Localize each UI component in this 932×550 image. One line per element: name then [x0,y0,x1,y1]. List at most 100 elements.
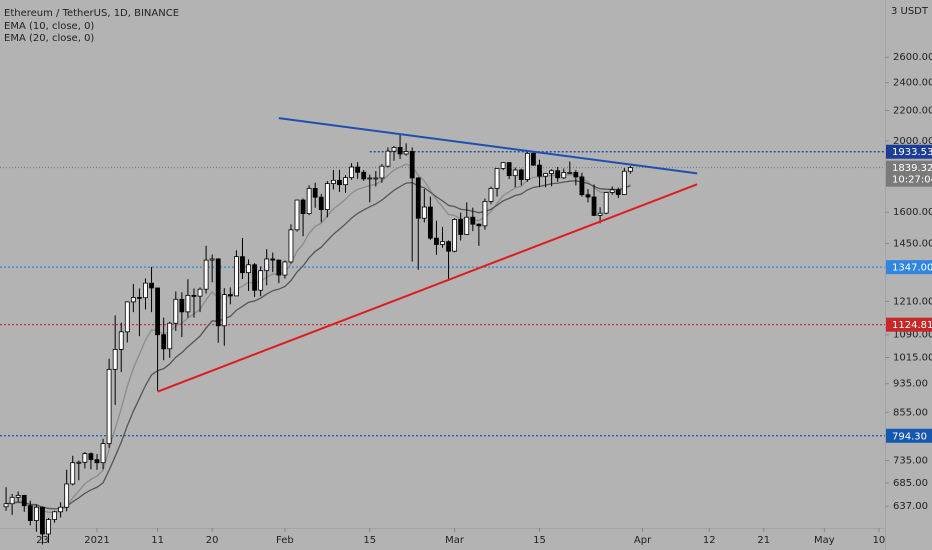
x-tick-label: 2021 [84,535,109,546]
price-label-box [886,428,932,443]
candle-body [197,288,203,297]
candle-body [112,349,118,370]
candle-body [367,177,373,180]
candle-body [306,187,312,214]
y-tick-label: 2200.00 [893,106,932,117]
candle-body [440,241,445,245]
candle-body [234,256,239,297]
candle-body [221,294,227,327]
candle-body [415,177,421,219]
countdown-label: 10:27:04 [892,175,932,186]
legend-entry: EMA (20, close, 0) [4,33,94,44]
candle-body [409,151,415,179]
candle-body [276,259,282,276]
candle-body [300,199,306,214]
candle-body [518,169,524,180]
price-label: 1347.00 [892,263,932,274]
candle-body [288,229,294,263]
candle-body [252,264,257,291]
candle-body [70,462,76,485]
candle-body [173,298,179,324]
candle-body [555,170,561,179]
legend-entry: EMA (10, close, 0) [4,21,94,32]
x-tick-label: 20 [206,535,219,546]
candle-body [579,176,585,196]
candle-body [482,200,488,227]
candle-body [373,177,379,180]
candle-body [149,282,154,289]
candle-body [609,189,615,193]
candle-body [427,206,433,239]
y-tick-label: 637.00 [893,501,928,512]
candle-body [337,179,342,186]
candle-body [191,294,197,297]
price-label: 1933.53 [892,147,932,158]
candle-body [397,146,403,155]
candle-body [15,494,21,498]
candle-body [282,261,288,276]
chart-title: Ethereum / TetherUS, 1D, BINANCE [4,8,179,19]
candle-body [524,152,530,180]
candle-body [597,212,603,216]
y-tick-label: 1600.00 [893,207,932,218]
price-label-box [886,260,932,275]
x-tick-label: 12 [703,535,716,546]
candle-body [567,172,573,174]
y-tick-label: 2400.00 [893,78,932,89]
trend-line [278,117,698,175]
candle-body [167,322,173,350]
ema-line [5,180,631,510]
candle-body [628,167,633,172]
candle-body [470,216,476,225]
x-tick-label: 21 [757,535,770,546]
candle-body [33,506,39,521]
candle-body [458,219,464,235]
y-tick-label: 1210.00 [893,296,932,307]
candle-body [100,443,106,464]
candle-body [27,505,33,521]
candle-body [591,196,597,216]
candle-body [76,461,82,464]
last-price-box [886,160,932,187]
candle-body [464,216,470,235]
candle-body [355,166,361,173]
candle-body [52,511,57,520]
candle-body [573,172,579,178]
candle-body [391,146,397,152]
candle-body [361,171,367,180]
y-tick-label: 1090.00 [893,330,932,341]
last-price-label: 1839.32 [892,163,932,174]
currency-label: 3 USDT [891,6,929,17]
candle-body [240,256,245,274]
price-label: 794.30 [892,431,927,442]
x-tick-label: Apr [634,535,652,546]
candle-body [294,199,300,231]
candle-body [452,219,458,252]
candle-body [209,258,215,261]
candle-body [246,264,251,274]
candle-body [46,519,51,535]
candle-body [561,172,567,179]
candle-body [343,177,348,186]
y-tick-label: 2000.00 [893,136,932,147]
candle-body [64,483,70,508]
candle-body [118,331,124,350]
candle-body [512,169,518,177]
candle-body [264,258,270,272]
candle-body [161,334,167,350]
candle-body [421,206,427,219]
candle-body [179,298,185,313]
candle-body [82,453,88,463]
candle-body [130,297,136,303]
ema-line [5,163,631,513]
candle-body [155,287,161,336]
candle-body [312,187,318,198]
candle-body [185,294,191,313]
x-tick-label: 10 [873,535,886,546]
candle-body [621,170,627,195]
candle-body [549,170,555,174]
candle-body [203,259,209,290]
candle-body [585,194,591,198]
candle-body [58,506,64,513]
